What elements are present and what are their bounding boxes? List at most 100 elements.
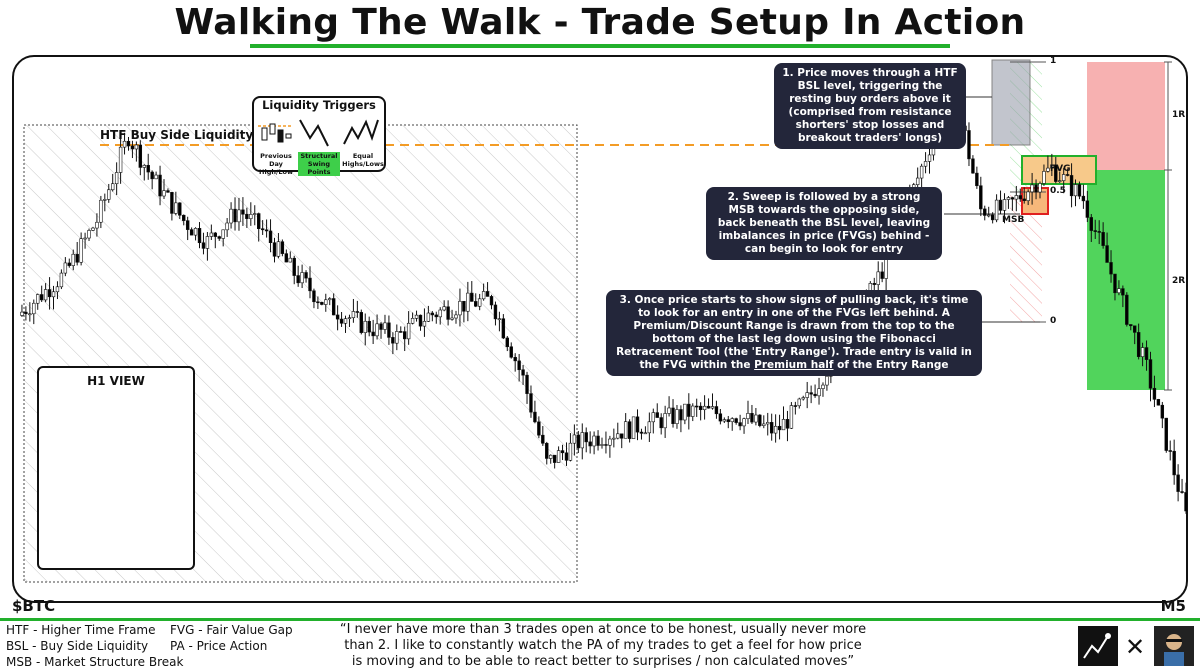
candle-body (639, 431, 644, 434)
candle-body (1125, 294, 1129, 325)
candle-body (197, 228, 202, 244)
candle-body (990, 214, 995, 221)
candle-body (584, 432, 588, 443)
candle-body (249, 214, 253, 219)
candle-body (237, 209, 241, 223)
candle-body (316, 301, 320, 304)
candle-body (821, 384, 825, 389)
candle-body (122, 140, 127, 148)
candle-body (328, 298, 332, 301)
candle-body (1113, 273, 1117, 294)
candle-body (919, 165, 924, 179)
candle-body (773, 425, 778, 434)
candle-body (497, 318, 502, 321)
annotation-3: 3. Once price starts to show signs of pu… (606, 290, 982, 376)
candle-body (592, 435, 596, 447)
candle-body (1180, 491, 1184, 493)
candle-body (288, 257, 292, 263)
msb-label: MSB (1002, 215, 1025, 225)
candle-body (1136, 332, 1141, 357)
candle-body (742, 418, 746, 427)
candle-body (343, 318, 348, 324)
footer-quote: “I never have more than 3 trades open at… (339, 622, 867, 669)
candle-body (1069, 175, 1074, 197)
candle-body (462, 300, 466, 312)
candle-body (726, 419, 730, 423)
candle-body (114, 172, 119, 185)
candle-body (1006, 197, 1011, 200)
candle-body (166, 190, 170, 193)
candle-body (59, 272, 64, 288)
candle-body (182, 214, 186, 221)
annotation-2: 2. Sweep is followed by a strong MSB tow… (706, 187, 942, 260)
candle-body (927, 154, 932, 162)
candle-body (39, 294, 44, 301)
candle-body (474, 301, 478, 307)
candle-body (998, 199, 1003, 211)
h1-view-box: H1 VIEW (37, 366, 195, 570)
candle-body (702, 405, 707, 411)
candle-body (706, 405, 711, 409)
candle-body (1176, 474, 1180, 492)
candle-body (130, 145, 135, 150)
candle-body (426, 312, 431, 322)
candle-body (817, 388, 821, 397)
candle-body (923, 161, 928, 167)
candle-body (1038, 183, 1042, 193)
candle-body (580, 432, 584, 449)
annotation-1: 1. Price moves through a HTF BSL level, … (774, 63, 966, 149)
symbol-label: $BTC (12, 597, 56, 615)
candle-body (1081, 195, 1086, 202)
candle-body (264, 229, 269, 232)
candle-body (174, 202, 178, 214)
glossary-left: HTF - Higher Time Frame BSL - Buy Side L… (6, 622, 183, 670)
candle-body (564, 452, 569, 461)
candle-body (1129, 324, 1133, 327)
candle-body (710, 406, 715, 409)
candle-body (36, 294, 40, 304)
candle-body (809, 392, 813, 395)
candle-body (67, 262, 71, 266)
annotation-3-underline: Premium half (754, 359, 834, 371)
r1-label: 1R (1172, 110, 1186, 120)
candle-body (604, 444, 608, 446)
trigger-label-pdh: Previous Day High/Low (259, 152, 293, 176)
candle-body (525, 374, 529, 394)
candle-body (541, 434, 545, 444)
glossary-msb: MSB - Market Structure Break (6, 655, 184, 669)
candle-body (1073, 184, 1078, 197)
candle-body (695, 405, 699, 408)
candle-body (189, 229, 194, 236)
candle-body (1160, 404, 1165, 419)
candle-body (379, 323, 383, 330)
candle-body (233, 208, 237, 223)
candle-body (671, 407, 675, 424)
candle-body (576, 434, 581, 449)
candle-body (643, 432, 648, 435)
candle-body (537, 421, 541, 436)
candle-body (355, 311, 360, 313)
candle-body (363, 320, 367, 333)
candle-body (797, 398, 801, 407)
candle-body (134, 144, 139, 150)
candle-body (91, 227, 95, 231)
candle-body (201, 242, 206, 249)
candle-body (718, 413, 723, 422)
annotation-3-end: of the Entry Range (833, 359, 949, 371)
candle-body (383, 322, 387, 330)
candle-body (1172, 450, 1176, 476)
candle-body (1101, 232, 1105, 246)
candle-body (280, 241, 285, 254)
candle-body (675, 409, 679, 424)
candle-body (659, 417, 663, 429)
candle-body (1046, 167, 1050, 172)
candle-body (170, 191, 174, 214)
candle-body (87, 230, 91, 239)
liquidity-triggers-icons (258, 119, 379, 147)
candle-body (825, 375, 829, 386)
r2-label: 2R (1172, 276, 1186, 286)
candle-body (83, 237, 87, 240)
candle-body (359, 312, 363, 333)
annotation-3-text: 3. Once price starts to show signs of pu… (616, 294, 972, 371)
candle-body (103, 199, 107, 201)
